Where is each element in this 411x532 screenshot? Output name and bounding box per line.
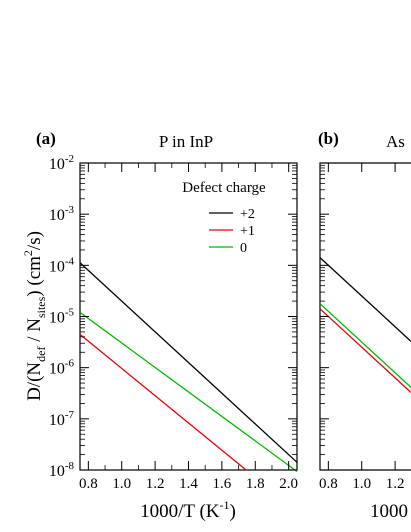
panel-a-plot-frame [79,162,298,471]
panel-b-series-line [319,257,411,342]
y-tick-label: 10-8 [49,460,75,480]
panel-a-ticks-group [80,162,297,471]
x-tick-label: 1.4 [179,476,198,492]
panel-b-ticks-group [320,162,396,471]
y-tick-label: 10-6 [49,358,75,378]
panel-b-x-tick-label: 0.8 [319,476,338,492]
x-label-superscript: -1 [220,498,230,512]
panel-b-x-tick-labels: 0.8 1.0 1.2 [319,476,405,492]
panel-b-title: As [386,132,405,151]
panel-a-y-tick-labels: 10-8 10-7 10-6 10-5 10-4 10-3 10-2 [49,153,75,480]
series-line-0 [79,311,298,473]
y-label-mid: / N [24,318,45,347]
y-label-end: /s) [24,231,45,250]
panel-b-label: (b) [318,129,339,148]
legend-label: 0 [240,241,247,256]
y-label-text: D/(N [24,362,45,401]
series-line-plus1 [79,333,247,471]
y-label-superscript: 2 [21,250,35,256]
panel-b-series-line [319,303,411,388]
x-label-close: ) [230,501,236,522]
y-tick-label: 10-5 [49,307,75,327]
x-tick-label: 1.0 [112,476,131,492]
panel-b-x-tick-label: 1.2 [386,476,405,492]
x-tick-label: 0.8 [79,476,98,492]
legend-label: +1 [240,224,255,239]
y-label-sub-def: def [34,347,48,362]
y-tick-label: 10-4 [49,255,75,275]
panel-b-x-tick-label: 1.0 [352,476,371,492]
x-tick-label: 2.0 [279,476,298,492]
y-label-sub-sites: sites [34,296,48,318]
y-tick-label: 10-2 [49,153,74,173]
panel-b-series-line [319,308,411,393]
legend-label: +2 [240,207,255,222]
legend: +2 +1 0 [209,207,255,256]
panel-a-title: P in InP [159,132,213,151]
series-line-plus2 [79,262,298,463]
panel-a-x-axis-label: 1000/T (K-1) [140,498,236,522]
x-label-text: 1000/T (K [140,501,220,522]
y-label-tail: ) (cm [24,256,45,297]
y-tick-label: 10-7 [49,409,75,429]
panel-b-series-group [319,257,411,393]
y-tick-label: 10-3 [49,204,75,224]
panel-b-x-axis-label: 1000 [370,501,408,522]
x-tick-label: 1.2 [146,476,165,492]
panel-a-label: (a) [36,129,56,148]
x-tick-label: 1.8 [246,476,265,492]
legend-title: Defect charge [182,180,266,196]
panel-a-x-tick-labels: 0.8 1.0 1.2 1.4 1.6 1.8 2.0 [79,476,298,492]
panel-a-series-group [79,262,298,473]
panel-a-y-axis-label: D/(Ndef / Nsites) (cm2/s) [21,231,48,401]
x-tick-label: 1.6 [213,476,232,492]
